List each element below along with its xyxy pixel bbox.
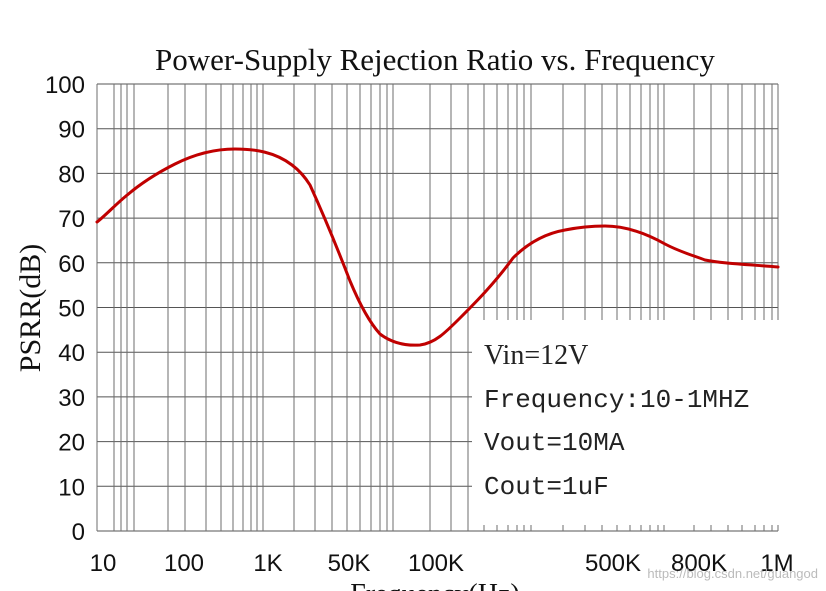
x-tick-label: 50K: [328, 550, 371, 577]
y-tick-label: 60: [58, 251, 85, 278]
y-axis-label: PSRR(dB): [14, 244, 47, 372]
y-tick-label: 10: [58, 474, 85, 501]
watermark-text: https://blog.csdn.net/guangod: [647, 566, 818, 581]
x-tick-label: 1M: [760, 550, 793, 577]
y-tick-label: 50: [58, 296, 85, 323]
x-tick-label: 500K: [585, 550, 641, 577]
y-tick-label: 0: [72, 519, 85, 546]
x-axis-label: Frequency(Hz): [350, 579, 519, 591]
annotation-frequency: Frequency:10-1MHZ: [484, 385, 750, 415]
y-tick-label: 20: [58, 430, 85, 457]
chart-title: Power-Supply Rejection Ratio vs. Frequen…: [155, 42, 715, 77]
x-tick-label: 800K: [671, 550, 727, 577]
annotation-vout: Vout=10MA: [484, 428, 625, 458]
annotation-cout: Cout=1uF: [484, 472, 609, 502]
y-tick-label: 90: [58, 117, 85, 144]
psrr-series-line: [95, 147, 780, 347]
y-tick-label: 100: [45, 72, 85, 99]
x-tick-label: 1K: [253, 550, 282, 577]
y-tick-label: 30: [58, 385, 85, 412]
y-tick-label: 40: [58, 340, 85, 367]
annotation-vin: Vin=12V: [484, 340, 589, 371]
y-tick-labels: 0 10 20 30 40 50 60 70 80 90 100: [45, 72, 85, 546]
x-tick-label: 100K: [408, 550, 464, 577]
x-tick-label: 10: [90, 550, 117, 577]
annotation-box: Vin=12V Frequency:10-1MHZ Vout=10MA Cout…: [472, 320, 782, 525]
y-tick-label: 70: [58, 206, 85, 233]
y-tick-label: 80: [58, 161, 85, 188]
x-tick-labels: 10 100 1K 50K 100K 500K 800K 1M: [90, 550, 794, 577]
x-tick-label: 100: [164, 550, 204, 577]
